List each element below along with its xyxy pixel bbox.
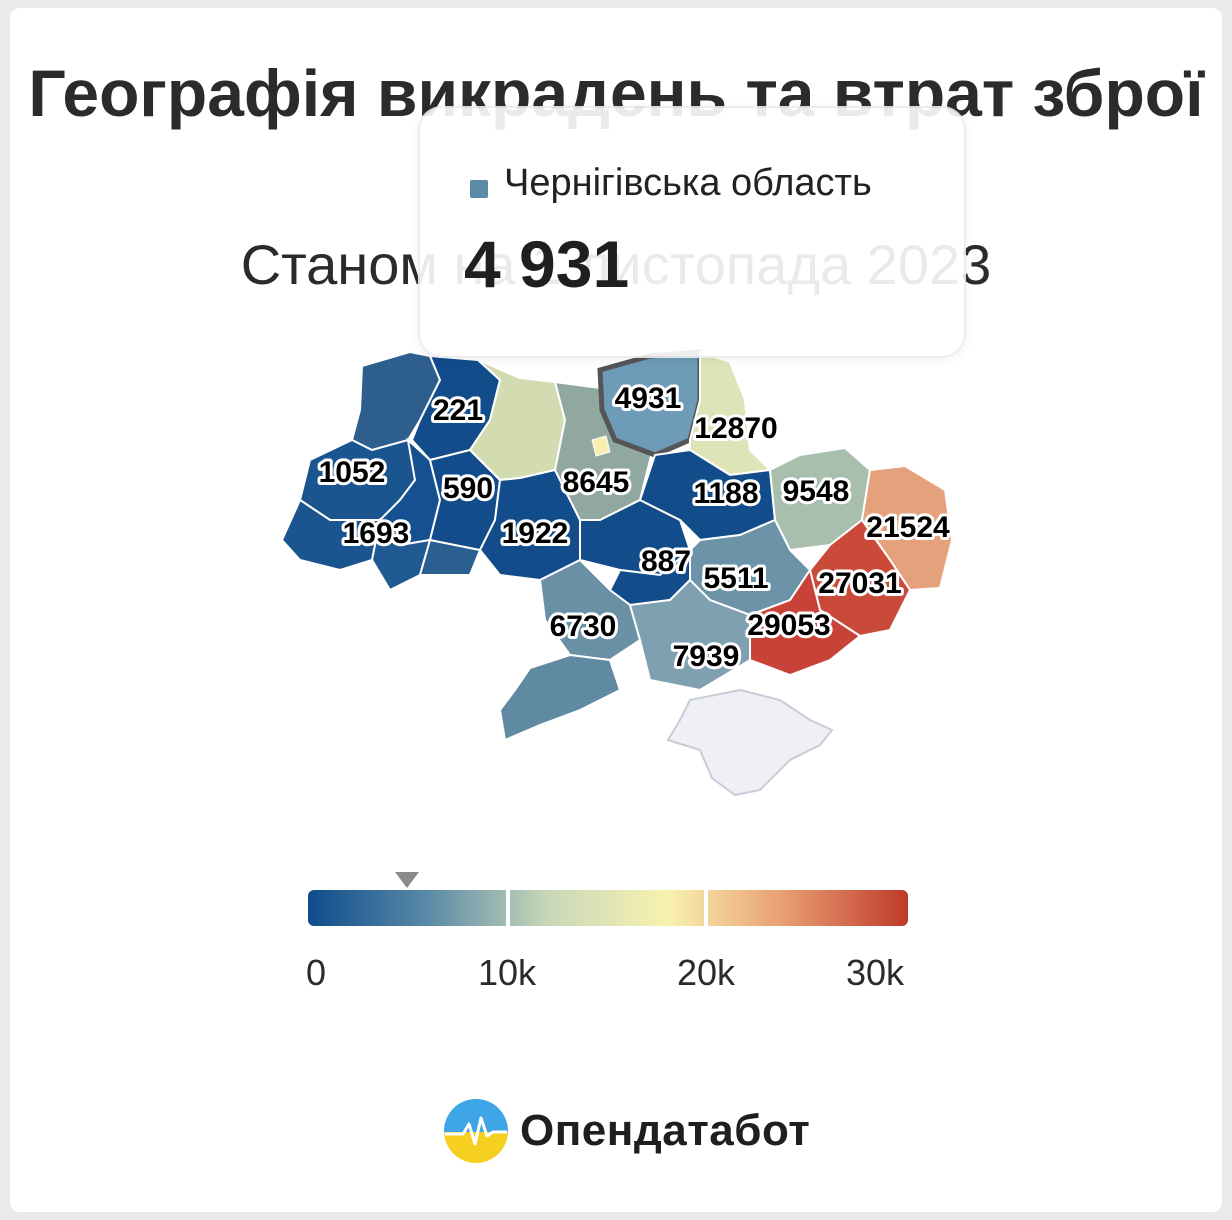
- brand-name: Опендатабот: [520, 1106, 811, 1155]
- scale-tick-label: 30k: [846, 952, 905, 993]
- region-tooltip: Чернігівська область 4 931: [418, 106, 966, 358]
- region-value-label: 590: [443, 472, 493, 505]
- region-kherson[interactable]: [628, 578, 751, 692]
- region-odesa[interactable]: [498, 653, 622, 742]
- region-value-label: 7939: [673, 640, 740, 673]
- region-value-label: 5511: [703, 562, 768, 595]
- scale-pointer-icon: [394, 872, 419, 888]
- scale-tick-label: 10k: [478, 952, 537, 993]
- opendatabot-logo-icon: [444, 1099, 508, 1163]
- color-scale-separator: [704, 890, 708, 926]
- color-scale-bar: [308, 890, 908, 926]
- tooltip-region: Чернігівська область: [504, 162, 872, 204]
- region-value-label: 1922: [502, 517, 569, 550]
- region-value-label: 221: [433, 394, 483, 427]
- region-value-label: 1188: [693, 477, 758, 510]
- tooltip-value: 4 931: [464, 227, 630, 301]
- region-labels: 221 1052 590 1693 1922 8645 4931 12870 1188 9548 2…: [316, 379, 953, 676]
- region-value-label: 4931: [615, 382, 682, 415]
- region-zaporizhzhia[interactable]: [749, 567, 862, 677]
- region-value-label: 1693: [343, 517, 410, 550]
- tooltip-swatch: [470, 180, 488, 198]
- region-zakarpattia[interactable]: [280, 498, 382, 572]
- scale-tick-label: 20k: [677, 952, 736, 993]
- region-value-label: 27031: [818, 567, 901, 600]
- region-volyn[interactable]: [350, 350, 442, 452]
- scale-tick-label: 0: [306, 952, 327, 993]
- region-value-label: 6730: [550, 610, 617, 643]
- region-value-label: 887: [641, 545, 691, 578]
- region-kyiv-city[interactable]: [591, 435, 611, 457]
- region-value-label: 29053: [747, 609, 830, 642]
- region-crimea[interactable]: [666, 688, 834, 797]
- region-value-label: 1052: [319, 456, 386, 489]
- color-scale-separator: [506, 890, 510, 926]
- region-value-label: 8645: [563, 466, 630, 499]
- region-value-label: 21524: [866, 511, 950, 544]
- region-value-label: 12870: [694, 412, 777, 445]
- region-value-label: 9548: [783, 475, 850, 508]
